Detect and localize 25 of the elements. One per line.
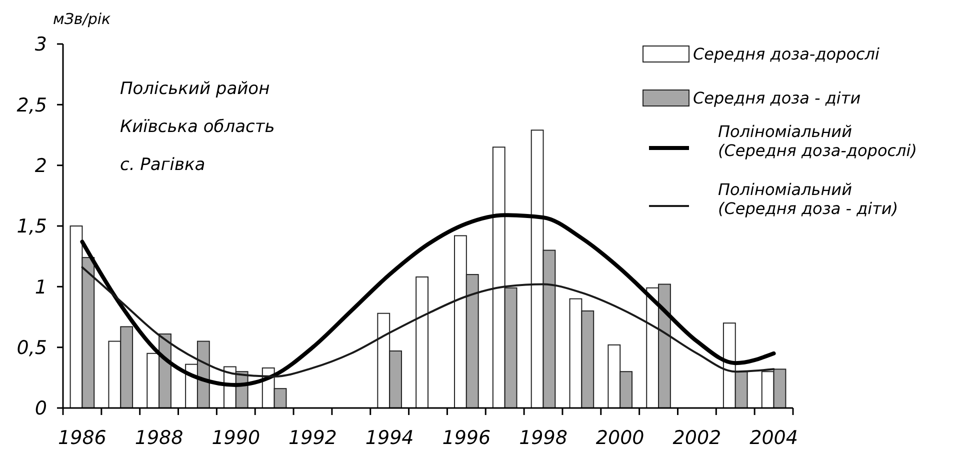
x-tick-label: 1994 <box>365 427 414 449</box>
y-tick-label: 2 <box>34 154 47 177</box>
annotation: с. Рагівка <box>120 155 206 175</box>
legend-label: Середня доза-дорослі <box>693 44 880 64</box>
x-tick-label: 2002 <box>672 427 722 449</box>
x-tick-label: 1990 <box>212 427 260 449</box>
x-tick-label: 1992 <box>288 427 337 449</box>
y-tick-label: 0 <box>34 398 47 420</box>
y-tick-label: 2,5 <box>16 94 47 116</box>
x-tick-label: 1996 <box>442 427 491 449</box>
legend-label: Поліноміальний (Середня доза - діти) <box>718 180 898 218</box>
y-axis-title: мЗв/рік <box>53 10 111 28</box>
y-tick-label: 1 <box>34 276 47 298</box>
legend-label: Поліноміальний (Середня доза-дорослі) <box>718 122 917 160</box>
y-tick-label: 1,5 <box>16 216 47 238</box>
y-tick-label: 0,5 <box>16 336 47 359</box>
x-tick-label: 1988 <box>134 427 184 449</box>
x-tick-label: 2004 <box>750 427 798 449</box>
annotation: Поліський район <box>120 79 270 99</box>
x-tick-label: 1998 <box>519 427 568 449</box>
x-tick-label: 1986 <box>58 427 106 449</box>
annotation: Київська область <box>120 117 275 137</box>
x-tick-label: 2000 <box>596 427 644 449</box>
legend-label: Середня доза - діти <box>693 88 861 108</box>
y-tick-label: 3 <box>34 34 47 56</box>
